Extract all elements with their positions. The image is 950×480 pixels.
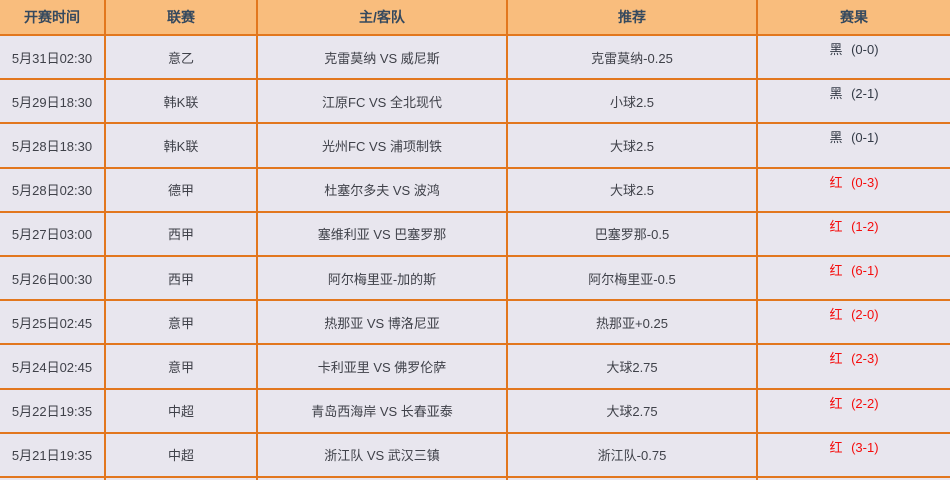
- match-row: 5月31日02:30 意乙 克雷莫纳 VS 威尼斯 克雷莫纳-0.25 黑 (0…: [0, 33, 950, 81]
- match-league: 中超: [104, 431, 258, 478]
- match-table-body: 5月31日02:30 意乙 克雷莫纳 VS 威尼斯 克雷莫纳-0.25 黑 (0…: [0, 33, 950, 480]
- header-row: 开赛时间 联赛 主/客队 推荐 赛果: [0, 0, 950, 36]
- match-row: 5月22日19:35 中超 青岛西海岸 VS 长春亚泰 大球2.75 红 (2-…: [0, 387, 950, 434]
- match-league: 西甲: [104, 210, 258, 257]
- match-recommendation: 热那亚+0.25: [506, 299, 758, 346]
- match-start-time: 5月21日19:35: [0, 431, 106, 478]
- match-recommendation: 巴塞罗那-0.5: [506, 210, 758, 257]
- match-result: 红 (2-0): [756, 299, 950, 346]
- match-teams: 卡利亚里 VS 佛罗伦萨: [256, 343, 508, 390]
- match-teams: 江原FC VS 全北现代: [256, 78, 508, 125]
- match-result: 黑 (0-0): [756, 33, 950, 81]
- match-result: 红 (2-3): [756, 343, 950, 390]
- match-teams: 塞维利亚 VS 巴塞罗那: [256, 210, 508, 257]
- partial-next-row: [0, 475, 950, 480]
- match-league: 意乙: [104, 33, 258, 81]
- match-start-time: 5月28日02:30: [0, 166, 106, 213]
- match-recommendation: 大球2.5: [506, 166, 758, 213]
- match-start-time: 5月31日02:30: [0, 33, 106, 81]
- column-header-result: 赛果: [756, 0, 950, 36]
- match-league: 西甲: [104, 254, 258, 302]
- match-row: 5月24日02:45 意甲 卡利亚里 VS 佛罗伦萨 大球2.75 红 (2-3…: [0, 343, 950, 390]
- match-result: 红 (0-3): [756, 166, 950, 213]
- match-recommendation: 克雷莫纳-0.25: [506, 33, 758, 81]
- match-recommendation: 大球2.75: [506, 387, 758, 434]
- match-league: 德甲: [104, 166, 258, 213]
- column-header-recommendation: 推荐: [506, 0, 758, 36]
- match-recommendation: 大球2.5: [506, 122, 758, 169]
- match-teams: 青岛西海岸 VS 长春亚泰: [256, 387, 508, 434]
- match-teams: 光州FC VS 浦项制铁: [256, 122, 508, 169]
- match-teams: 热那亚 VS 博洛尼亚: [256, 299, 508, 346]
- match-start-time: 5月27日03:00: [0, 210, 106, 257]
- match-teams: 克雷莫纳 VS 威尼斯: [256, 33, 508, 81]
- match-start-time: 5月29日18:30: [0, 78, 106, 125]
- match-result: 红 (3-1): [756, 431, 950, 478]
- match-league: 韩K联: [104, 122, 258, 169]
- column-header-league: 联赛: [104, 0, 258, 36]
- match-recommendation: 小球2.5: [506, 78, 758, 125]
- match-start-time: 5月22日19:35: [0, 387, 106, 434]
- match-teams: 杜塞尔多夫 VS 波鸿: [256, 166, 508, 213]
- match-row: 5月29日18:30 韩K联 江原FC VS 全北现代 小球2.5 黑 (2-1…: [0, 78, 950, 125]
- match-result: 红 (1-2): [756, 210, 950, 257]
- match-start-time: 5月24日02:45: [0, 343, 106, 390]
- column-header-start-time: 开赛时间: [0, 0, 106, 36]
- match-recommendation: 大球2.75: [506, 343, 758, 390]
- match-row: 5月25日02:45 意甲 热那亚 VS 博洛尼亚 热那亚+0.25 红 (2-…: [0, 299, 950, 346]
- match-league: 中超: [104, 387, 258, 434]
- match-start-time: 5月25日02:45: [0, 299, 106, 346]
- match-result: 红 (2-2): [756, 387, 950, 434]
- match-recommendation: 浙江队-0.75: [506, 431, 758, 478]
- match-result: 黑 (0-1): [756, 122, 950, 169]
- match-teams: 浙江队 VS 武汉三镇: [256, 431, 508, 478]
- match-row: 5月28日02:30 德甲 杜塞尔多夫 VS 波鸿 大球2.5 红 (0-3): [0, 166, 950, 213]
- match-row: 5月27日03:00 西甲 塞维利亚 VS 巴塞罗那 巴塞罗那-0.5 红 (1…: [0, 210, 950, 257]
- match-result: 黑 (2-1): [756, 78, 950, 125]
- match-recommendation: 阿尔梅里亚-0.5: [506, 254, 758, 302]
- match-start-time: 5月28日18:30: [0, 122, 106, 169]
- column-header-teams: 主/客队: [256, 0, 508, 36]
- table-header: 开赛时间 联赛 主/客队 推荐 赛果: [0, 0, 950, 36]
- match-teams: 阿尔梅里亚-加的斯: [256, 254, 508, 302]
- match-league: 意甲: [104, 343, 258, 390]
- match-result: 红 (6-1): [756, 254, 950, 302]
- match-start-time: 5月26日00:30: [0, 254, 106, 302]
- match-row: 5月26日00:30 西甲 阿尔梅里亚-加的斯 阿尔梅里亚-0.5 红 (6-1…: [0, 254, 950, 302]
- match-row: 5月28日18:30 韩K联 光州FC VS 浦项制铁 大球2.5 黑 (0-1…: [0, 122, 950, 169]
- match-league: 韩K联: [104, 78, 258, 125]
- match-row: 5月21日19:35 中超 浙江队 VS 武汉三镇 浙江队-0.75 红 (3-…: [0, 431, 950, 478]
- match-league: 意甲: [104, 299, 258, 346]
